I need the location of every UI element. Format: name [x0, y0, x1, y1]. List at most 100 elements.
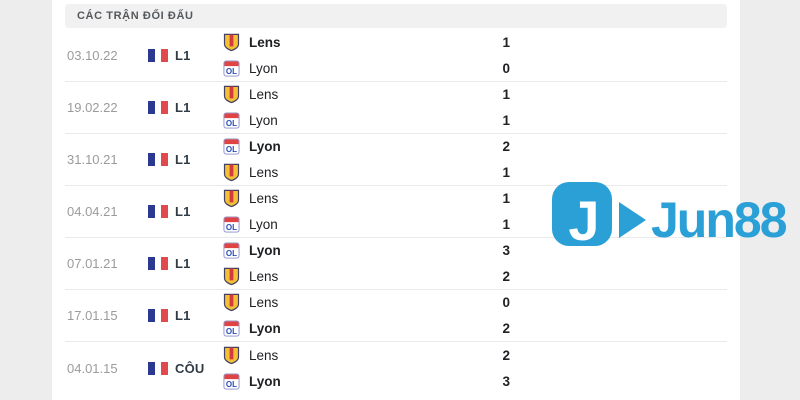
page-gutter-right — [740, 0, 800, 400]
lyon-crest-icon: OL — [222, 372, 240, 391]
match-date: 04.01.15 — [67, 360, 118, 376]
team-score: 2 — [502, 269, 510, 284]
team-score: 1 — [502, 87, 510, 102]
lyon-crest-icon: OL — [222, 111, 240, 130]
competition: L1 — [148, 308, 222, 323]
team-score: 0 — [502, 295, 510, 310]
france-flag-icon — [148, 257, 168, 270]
competition-label: L1 — [175, 100, 191, 115]
competition: L1 — [148, 48, 222, 63]
lens-crest-icon — [222, 85, 240, 104]
france-flag-icon — [148, 153, 168, 166]
match-date: 17.01.15 — [67, 308, 118, 323]
team-name: Lyon — [249, 139, 281, 154]
team-line: OL Lyon 1 — [222, 111, 510, 130]
score-pair: Lens 1 OL Lyon 1 — [222, 189, 510, 234]
team-line: Lens 1 — [222, 163, 510, 182]
france-flag-icon — [148, 49, 168, 62]
team-name: Lens — [249, 295, 279, 310]
competition: L1 — [148, 100, 222, 115]
team-name: Lens — [249, 87, 279, 102]
svg-text:OL: OL — [225, 327, 236, 336]
competition: L1 — [148, 256, 222, 271]
competition-label: L1 — [175, 256, 191, 271]
match-row[interactable]: 07.01.21 L1 OL Lyon 3 Lens 2 — [65, 238, 727, 290]
team-name: Lens — [249, 35, 281, 50]
match-row[interactable]: 19.02.22 L1 Lens 1 OL Lyon 1 — [65, 82, 727, 134]
team-name: Lyon — [249, 321, 281, 336]
team-score: 1 — [502, 113, 510, 128]
team-line: Lens 2 — [222, 267, 510, 286]
team-name: Lens — [249, 165, 279, 180]
h2h-header: CÁC TRẬN ĐỐI ĐẤU — [65, 4, 727, 28]
team-line: Lens 0 — [222, 293, 510, 312]
match-row[interactable]: 04.04.21 L1 Lens 1 OL Lyon 1 — [65, 186, 727, 238]
competition-label: CÔU — [175, 360, 205, 376]
match-date: 19.02.22 — [67, 100, 118, 115]
team-name: Lyon — [249, 217, 278, 232]
lens-crest-icon — [222, 33, 240, 52]
team-score: 3 — [502, 243, 510, 258]
team-line: Lens 1 — [222, 189, 510, 208]
team-name: Lens — [249, 191, 279, 206]
lyon-crest-icon: OL — [222, 137, 240, 156]
score-pair: OL Lyon 2 Lens 1 — [222, 137, 510, 182]
match-date: 03.10.22 — [67, 48, 118, 63]
match-date: 31.10.21 — [67, 152, 118, 167]
team-line: OL Lyon 3 — [222, 372, 510, 391]
competition: L1 — [148, 152, 222, 167]
score-pair: Lens 1 OL Lyon 1 — [222, 85, 510, 130]
team-line: Lens 1 — [222, 85, 510, 104]
svg-text:OL: OL — [225, 249, 236, 258]
team-score: 1 — [502, 35, 510, 50]
team-score: 2 — [502, 139, 510, 154]
competition-label: L1 — [175, 152, 191, 167]
match-row[interactable]: 17.01.15 L1 Lens 0 OL Lyon 2 — [65, 290, 727, 342]
team-score: 0 — [502, 61, 510, 76]
team-score: 1 — [502, 217, 510, 232]
team-score: 1 — [502, 191, 510, 206]
team-name: Lyon — [249, 61, 278, 76]
match-row[interactable]: 31.10.21 L1 OL Lyon 2 Lens 1 — [65, 134, 727, 186]
team-line: OL Lyon 2 — [222, 319, 510, 338]
h2h-widget: CÁC TRẬN ĐỐI ĐẤU 03.10.22 L1 Lens 1 OL L… — [52, 0, 740, 400]
svg-text:OL: OL — [225, 223, 236, 232]
lens-crest-icon — [222, 293, 240, 312]
team-line: OL Lyon 0 — [222, 59, 510, 78]
team-name: Lyon — [249, 113, 278, 128]
svg-text:OL: OL — [225, 67, 236, 76]
france-flag-icon — [148, 101, 168, 114]
match-row[interactable]: 03.10.22 L1 Lens 1 OL Lyon 0 — [65, 30, 727, 82]
team-line: OL Lyon 1 — [222, 215, 510, 234]
score-pair: OL Lyon 3 Lens 2 — [222, 241, 510, 286]
competition-label: L1 — [175, 308, 191, 323]
team-name: Lyon — [249, 373, 281, 389]
team-score: 2 — [502, 347, 510, 363]
competition: CÔU — [148, 361, 222, 376]
match-row[interactable]: 04.01.15 CÔU Lens 2 OL Lyon 3 — [65, 342, 727, 394]
lyon-crest-icon: OL — [222, 319, 240, 338]
competition-label: L1 — [175, 204, 191, 219]
team-score: 2 — [502, 321, 510, 336]
france-flag-icon — [148, 205, 168, 218]
team-score: 1 — [502, 165, 510, 180]
team-name: Lyon — [249, 243, 281, 258]
h2h-title: CÁC TRẬN ĐỐI ĐẤU — [77, 10, 194, 22]
svg-text:OL: OL — [225, 145, 236, 154]
match-date: 07.01.21 — [67, 256, 118, 271]
team-line: OL Lyon 2 — [222, 137, 510, 156]
lens-crest-icon — [222, 346, 240, 365]
score-pair: Lens 2 OL Lyon 3 — [222, 346, 510, 391]
lyon-crest-icon: OL — [222, 215, 240, 234]
team-name: Lens — [249, 347, 279, 363]
matches-list: 03.10.22 L1 Lens 1 OL Lyon 0 19.02.22 L1 — [65, 30, 727, 394]
match-date: 04.04.21 — [67, 204, 118, 219]
team-line: Lens 1 — [222, 33, 510, 52]
lyon-crest-icon: OL — [222, 59, 240, 78]
lens-crest-icon — [222, 189, 240, 208]
competition-label: L1 — [175, 48, 191, 63]
team-name: Lens — [249, 269, 279, 284]
france-flag-icon — [148, 309, 168, 322]
team-score: 3 — [502, 373, 510, 389]
